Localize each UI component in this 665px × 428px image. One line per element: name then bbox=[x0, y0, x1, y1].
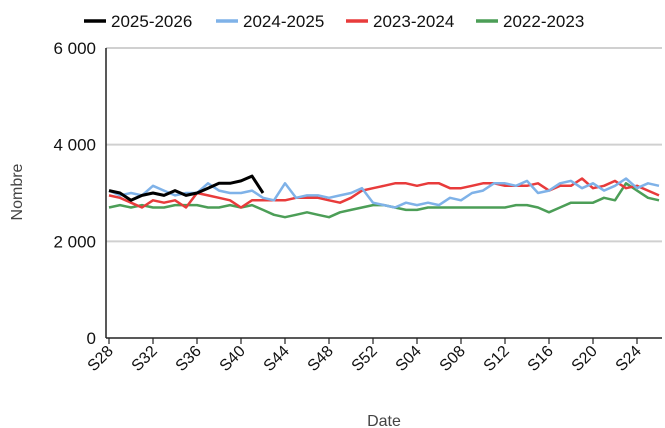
legend-label: 2022-2023 bbox=[503, 12, 584, 31]
x-tick-label: S16 bbox=[525, 343, 557, 375]
legend-entry: 2024-2025 bbox=[216, 12, 324, 31]
x-tick-label: S32 bbox=[129, 343, 161, 375]
grid-lines bbox=[106, 47, 662, 243]
legend: 2025-2026 2024-2025 2023-2024 2022-2023 bbox=[84, 12, 584, 31]
y-axis-label: Nombre bbox=[9, 163, 26, 220]
legend-entry: 2022-2023 bbox=[476, 12, 584, 31]
x-tick-label: S24 bbox=[613, 343, 645, 375]
x-axis-label: Date bbox=[367, 413, 401, 428]
x-axis: S28 S32 S36 S40 S44 S48 S52 S04 S08 S12 S16 S20 S24 bbox=[85, 337, 662, 375]
series-line-2023-2024 bbox=[108, 177, 660, 209]
legend-label: 2023-2024 bbox=[373, 12, 454, 31]
x-tick-label: S52 bbox=[349, 343, 381, 375]
x-tick-label: S20 bbox=[569, 343, 601, 375]
x-tick-label: S40 bbox=[217, 343, 249, 375]
x-tick-label: S12 bbox=[481, 343, 513, 375]
y-tick-label: 0 bbox=[87, 329, 96, 348]
x-tick-label: S04 bbox=[393, 343, 425, 375]
y-tick-label: 6 000 bbox=[53, 39, 96, 58]
y-tick-label: 4 000 bbox=[53, 136, 96, 155]
y-axis: 0 2 000 4 000 6 000 bbox=[53, 39, 107, 348]
legend-entry: 2023-2024 bbox=[346, 12, 454, 31]
x-tick-label: S08 bbox=[437, 343, 469, 375]
x-tick-label: S44 bbox=[261, 343, 293, 375]
series-lines bbox=[108, 174, 660, 219]
legend-label: 2025-2026 bbox=[111, 12, 192, 31]
x-tick-label: S36 bbox=[173, 343, 205, 375]
legend-label: 2024-2025 bbox=[243, 12, 324, 31]
x-tick-label: S48 bbox=[305, 343, 337, 375]
series-line-2025-2026 bbox=[108, 174, 265, 202]
y-tick-label: 2 000 bbox=[53, 232, 96, 251]
legend-entry: 2025-2026 bbox=[84, 12, 192, 31]
